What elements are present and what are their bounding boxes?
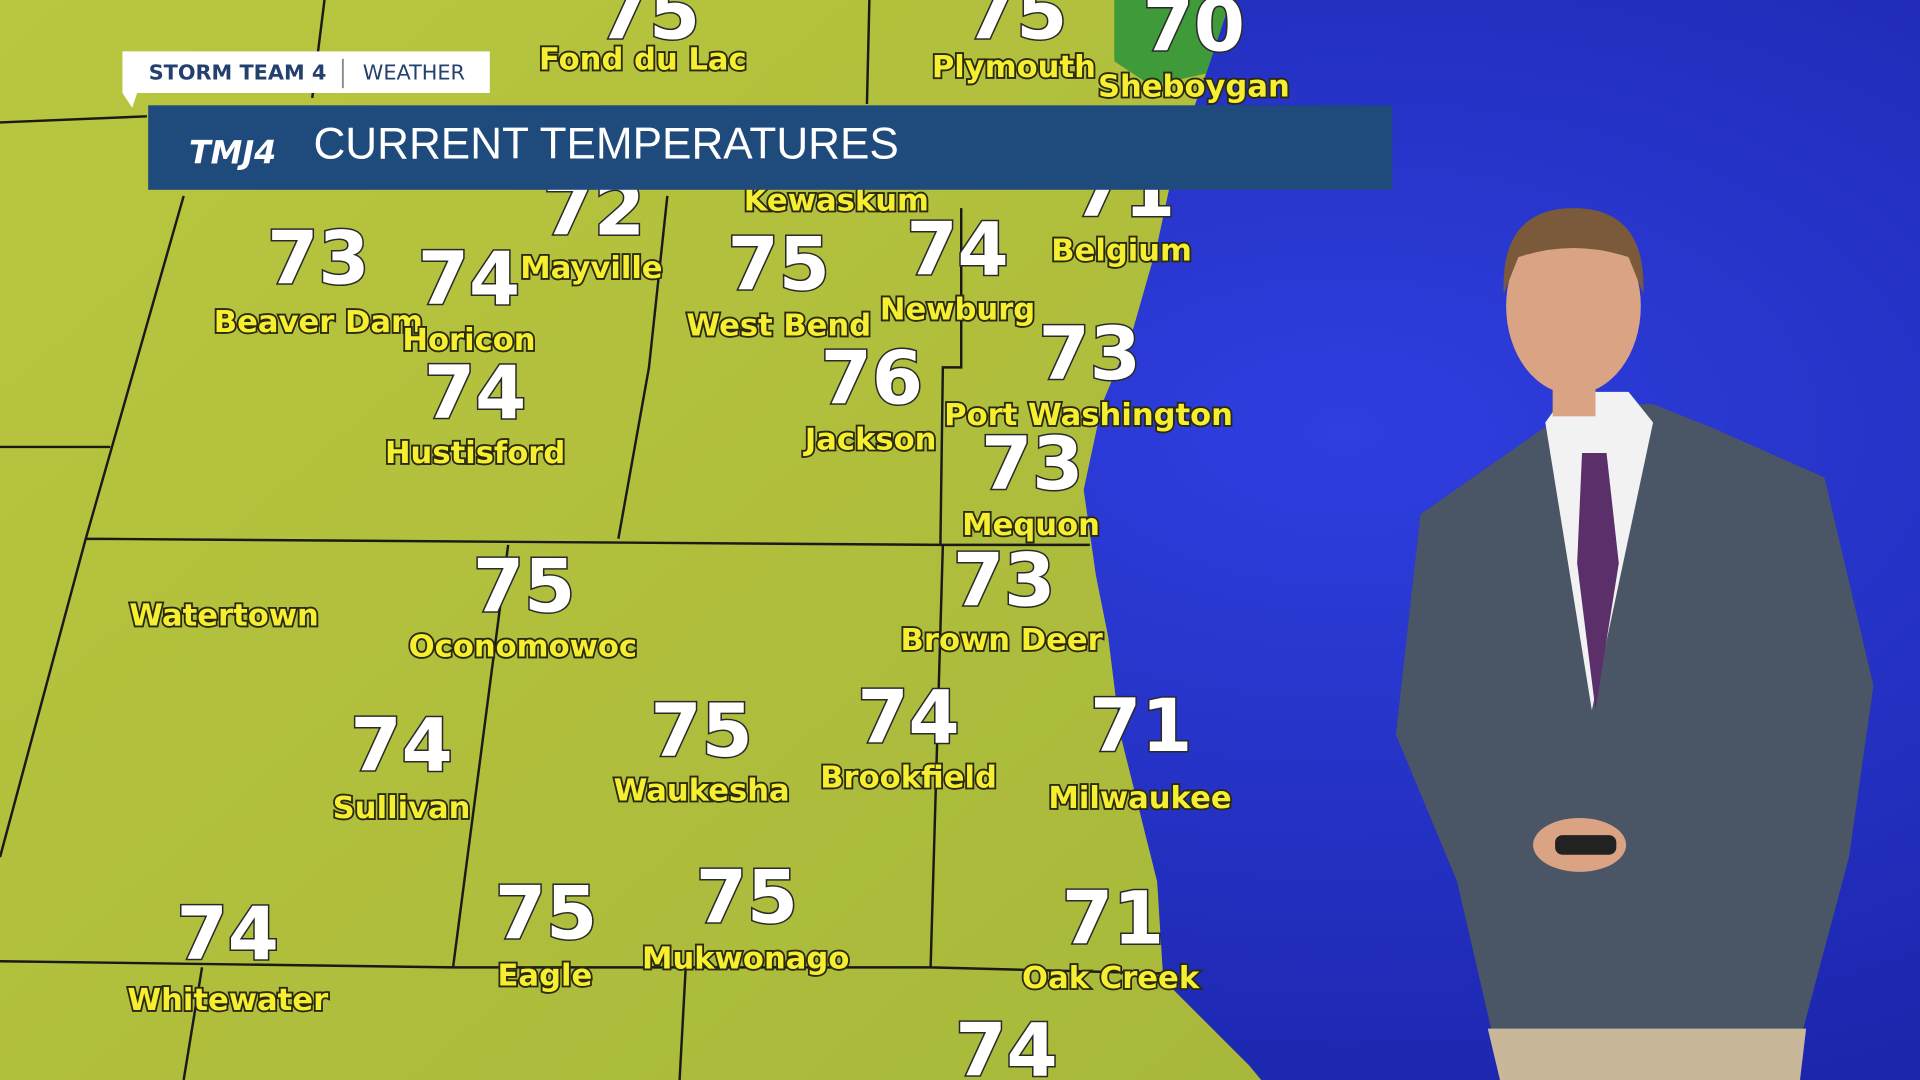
temperature: 73 — [953, 538, 1055, 623]
city-name: Hustisford — [385, 436, 565, 471]
temperature: 74 — [351, 704, 453, 789]
city-name: Sullivan — [333, 791, 471, 826]
city-name: Brookfield — [820, 760, 997, 795]
logo: TMJ4 — [189, 133, 276, 171]
temperature: 76 — [821, 336, 923, 421]
temperature: 71 — [1090, 684, 1192, 769]
city-name: Horicon — [402, 323, 535, 358]
city-name: Beaver Dam — [214, 305, 423, 340]
city-name: West Bend — [686, 308, 871, 343]
city-name: Sheboygan — [1098, 70, 1290, 105]
temperature: 75 — [965, 0, 1067, 56]
temperature: 74 — [857, 675, 959, 760]
city-name: Milwaukee — [1048, 781, 1231, 816]
temperature: 75 — [473, 544, 575, 629]
title: CURRENT TEMPERATURES — [313, 120, 898, 169]
city-name: Mequon — [962, 508, 1100, 543]
temperature: 74 — [177, 892, 279, 977]
temperature: 75 — [696, 855, 798, 940]
city-name: Brown Deer — [901, 623, 1103, 658]
county-lines — [0, 0, 1164, 1080]
city-name: Watertown — [129, 599, 319, 634]
city-name: Mayville — [520, 251, 662, 286]
city-name: Fond du Lac — [539, 43, 747, 78]
temperature: 74 — [418, 237, 520, 322]
temperature: 74 — [424, 351, 526, 436]
presenter — [1395, 208, 1874, 1080]
city-name: Belgium — [1051, 234, 1192, 269]
city-name: Oak Creek — [1022, 961, 1200, 996]
city-name: Newburg — [880, 293, 1035, 328]
city-name: Eagle — [498, 959, 593, 994]
temperature: 70 — [1143, 0, 1245, 69]
title-bar — [148, 105, 1393, 190]
city-name: Port Washington — [944, 398, 1233, 433]
land-green — [1114, 0, 1231, 86]
city-name: Waukesha — [614, 774, 790, 809]
section: WEATHER — [363, 60, 465, 84]
temperature: 74 — [955, 1009, 1057, 1080]
temperature: 75 — [495, 871, 597, 956]
land — [0, 0, 1262, 1080]
temperature: 71 — [1062, 876, 1164, 961]
temperature: 75 — [728, 222, 830, 307]
temperature: 75 — [598, 0, 700, 56]
temperature: 74 — [906, 208, 1008, 293]
city-name: Mukwonago — [642, 942, 849, 977]
city-name: Jackson — [803, 422, 937, 457]
city-name: Oconomowoc — [409, 629, 637, 664]
brand-tag — [122, 51, 490, 108]
header: STORM TEAM 4 WEATHER TMJ4 CURRENT TEMPER… — [122, 51, 1393, 190]
temperature: 73 — [1039, 312, 1141, 397]
brand: STORM TEAM 4 — [149, 60, 327, 84]
city-name: Whitewater — [127, 983, 328, 1018]
temperature: 73 — [981, 422, 1083, 507]
temperature: 73 — [267, 216, 369, 301]
temperature: 75 — [651, 689, 753, 774]
city-name: Plymouth — [932, 50, 1096, 85]
